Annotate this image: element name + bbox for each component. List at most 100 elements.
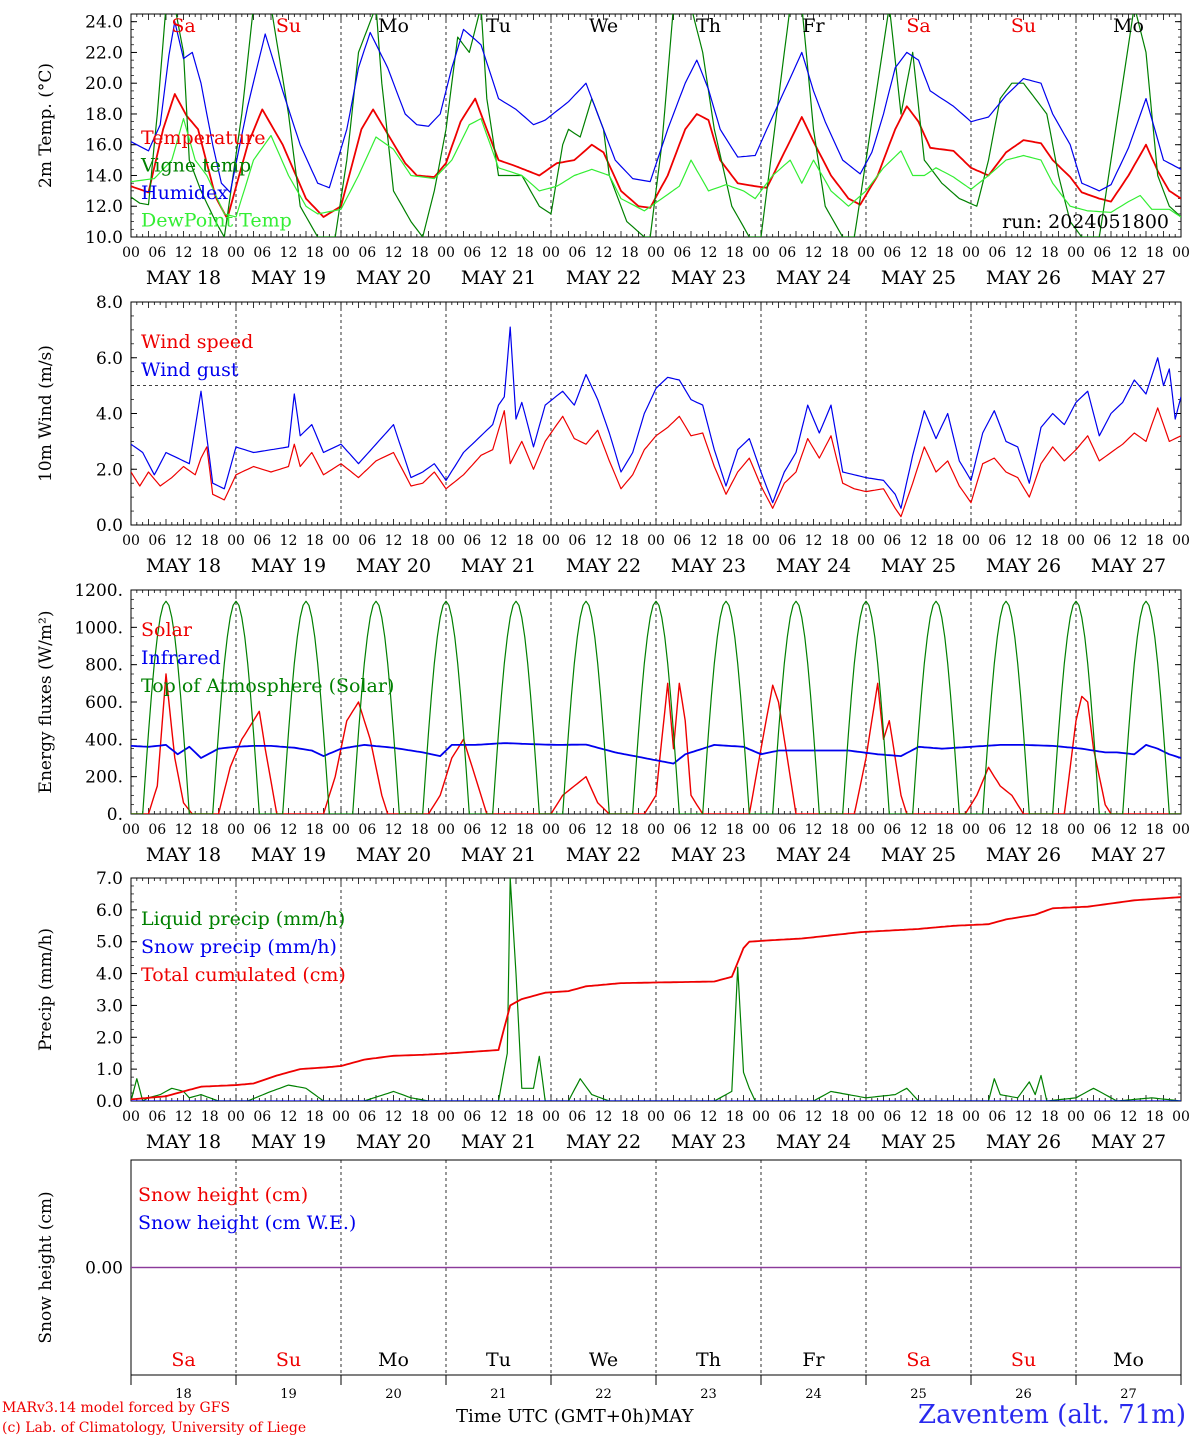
y-tick-label: 6.0	[96, 349, 123, 369]
hour-label: 18	[831, 533, 849, 549]
day-label: MAY 19	[251, 844, 326, 866]
y-tick-label: 6.0	[96, 901, 123, 921]
weekday-label-top: Fr	[802, 15, 825, 37]
day-label: MAY 20	[356, 555, 431, 577]
weekday-label-top: Tu	[486, 15, 511, 37]
hour-label: 12	[805, 1109, 823, 1125]
hour-label: 00	[542, 822, 560, 838]
hour-label: 00	[332, 822, 350, 838]
y-tick-label: 5.0	[96, 933, 123, 953]
day-label: MAY 21	[461, 1131, 536, 1153]
hour-label: 12	[175, 822, 193, 838]
legend-entry: Temperature	[141, 127, 265, 149]
legend-entry: Liquid precip (mm/h)	[141, 908, 345, 930]
hour-label: 18	[1041, 822, 1059, 838]
day-number: 27	[1120, 1387, 1137, 1402]
day-label: MAY 18	[146, 844, 221, 866]
hour-label: 18	[201, 533, 219, 549]
day-label: MAY 19	[251, 555, 326, 577]
y-tick-label: 0.0	[96, 516, 123, 536]
hour-label: 18	[411, 245, 429, 261]
weekday-label-bottom: Sa	[171, 1349, 195, 1371]
y-tick-label: 14.0	[85, 166, 123, 186]
run-label: run: 2024051800	[1002, 211, 1169, 233]
hour-label: 06	[148, 822, 166, 838]
hour-label: 18	[936, 245, 954, 261]
day-label: MAY 27	[1091, 844, 1166, 866]
series-line-vigne-temp	[131, 14, 1181, 237]
day-number: 22	[595, 1387, 612, 1402]
hour-label: 06	[148, 1109, 166, 1125]
day-label: MAY 22	[566, 555, 641, 577]
hour-label: 06	[1093, 533, 1111, 549]
y-axis-label: Energy fluxes (W/m²)	[36, 611, 56, 794]
series-line-liquid-precip-mm-h-	[131, 878, 1181, 1101]
hour-label: 18	[516, 245, 534, 261]
hour-label: 06	[988, 245, 1006, 261]
day-label: MAY 19	[251, 267, 326, 289]
hour-label: 06	[148, 533, 166, 549]
day-label: MAY 26	[986, 555, 1061, 577]
series-line-total-cumulated-cm-	[131, 896, 1181, 1101]
hour-label: 00	[1172, 1109, 1190, 1125]
hour-label: 12	[1120, 245, 1138, 261]
hour-label: 00	[542, 245, 560, 261]
day-label: MAY 23	[671, 555, 746, 577]
hour-label: 00	[647, 245, 665, 261]
hour-label: 18	[411, 1109, 429, 1125]
weekday-label-bottom: Tu	[486, 1349, 511, 1371]
station-label: Zaventem (alt. 71m)	[918, 1400, 1186, 1430]
hour-label: 12	[175, 245, 193, 261]
hour-label: 00	[1067, 533, 1085, 549]
y-tick-label: 800.	[85, 656, 123, 676]
day-label: MAY 25	[881, 844, 956, 866]
hour-label: 06	[673, 1109, 691, 1125]
hour-label: 12	[385, 822, 403, 838]
hour-label: 18	[621, 1109, 639, 1125]
hour-label: 18	[621, 245, 639, 261]
y-axis-label: 10m Wind (m/s)	[36, 345, 56, 482]
hour-label: 06	[358, 245, 376, 261]
hour-label: 18	[726, 533, 744, 549]
hour-label: 18	[621, 822, 639, 838]
hour-label: 06	[988, 822, 1006, 838]
hour-label: 06	[463, 1109, 481, 1125]
legend-entry: Snow height (cm W.E.)	[138, 1212, 356, 1234]
hour-label: 18	[306, 822, 324, 838]
day-label: MAY 27	[1091, 1131, 1166, 1153]
legend-entry: Top of Atmosphere (Solar)	[141, 675, 394, 697]
hour-label: 00	[227, 533, 245, 549]
hour-label: 06	[988, 533, 1006, 549]
hour-label: 06	[148, 245, 166, 261]
weekday-label-bottom: Su	[276, 1349, 301, 1371]
hour-label: 12	[1015, 533, 1033, 549]
hour-label: 12	[910, 245, 928, 261]
day-number: 20	[385, 1387, 402, 1402]
series-line-humidex	[131, 21, 1181, 193]
hour-label: 00	[647, 533, 665, 549]
hour-label: 18	[726, 1109, 744, 1125]
hour-label: 12	[490, 533, 508, 549]
y-axis-label: 2m Temp. (°C)	[36, 63, 56, 188]
hour-label: 06	[1093, 245, 1111, 261]
hour-label: 18	[1041, 533, 1059, 549]
day-label: MAY 24	[776, 555, 851, 577]
hour-label: 18	[726, 822, 744, 838]
y-tick-label: 1200.	[74, 581, 123, 601]
hour-label: 00	[1172, 533, 1190, 549]
y-tick-label: 1000.	[74, 618, 123, 638]
panel-2: 0.0 2.0 4.0 6.0 8.0 10m Wind (m/s) Wind speed W…	[36, 293, 1190, 577]
hour-label: 12	[595, 533, 613, 549]
hour-label: 12	[490, 822, 508, 838]
series-line-dewpoint-temp	[131, 118, 1181, 218]
day-label: MAY 21	[461, 844, 536, 866]
hour-label: 06	[568, 1109, 586, 1125]
hour-label: 18	[1146, 533, 1164, 549]
hour-label: 12	[700, 245, 718, 261]
hour-label: 06	[883, 822, 901, 838]
day-label: MAY 26	[986, 267, 1061, 289]
series-group	[131, 600, 1181, 814]
hour-label: 12	[385, 245, 403, 261]
hour-label: 06	[568, 822, 586, 838]
